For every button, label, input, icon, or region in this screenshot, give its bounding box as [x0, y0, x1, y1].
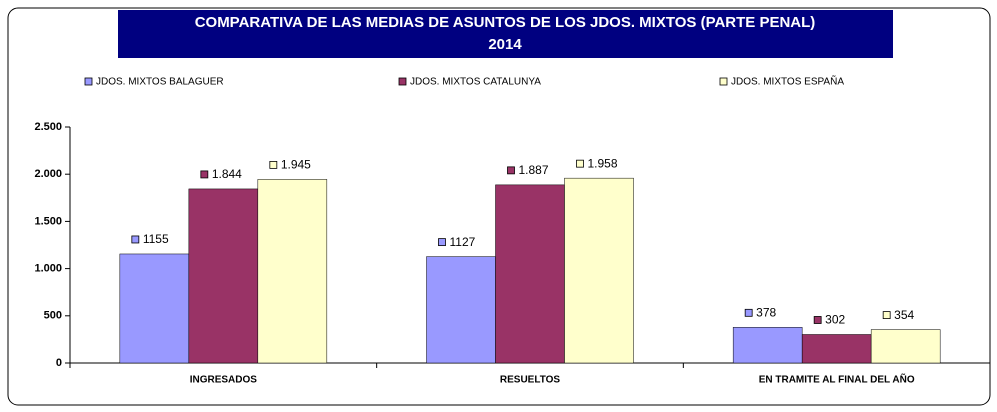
legend-swatch [719, 77, 728, 86]
data-label: 1155 [143, 232, 169, 246]
data-label-swatch [438, 238, 446, 247]
bar [426, 256, 496, 364]
y-tick-label: 500 [44, 310, 62, 322]
chart-title: COMPARATIVA DE LAS MEDIAS DE ASUNTOS DE … [195, 14, 816, 31]
data-label-swatch [744, 308, 753, 317]
bar [801, 334, 872, 364]
legend-label: JDOS. MIXTOS BALAGUER [96, 77, 224, 88]
x-tick-label: RESUELTOS [500, 375, 561, 386]
bar [732, 327, 803, 364]
legend-label: JDOS. MIXTOS ESPAÑA [731, 75, 844, 88]
data-label-swatch [813, 316, 822, 324]
bar [564, 177, 634, 364]
bar [119, 253, 190, 364]
y-tick-label: 1.000 [34, 263, 62, 275]
legend-swatch [398, 77, 407, 86]
x-tick-label: INGRESADOS [190, 375, 258, 386]
data-label: 1127 [450, 235, 476, 249]
y-tick-label: 1.500 [34, 215, 62, 227]
data-label: 1.958 [588, 156, 618, 170]
data-label-swatch [576, 159, 584, 168]
data-label: 378 [756, 305, 776, 319]
data-label: 354 [894, 308, 914, 322]
chart-subtitle: 2014 [488, 36, 522, 53]
data-label-swatch [507, 166, 515, 175]
legend-label: JDOS. MIXTOS CATALUNYA [410, 77, 541, 88]
data-label-swatch [131, 235, 140, 244]
data-label-swatch [269, 160, 278, 169]
bar [188, 188, 259, 364]
y-tick-label: 0 [56, 357, 62, 369]
data-label: 1.887 [519, 163, 549, 177]
y-tick-label: 2.500 [34, 121, 62, 133]
title-box [118, 10, 893, 58]
x-tick-label: EN TRAMITE AL FINAL DEL AÑO [759, 373, 915, 386]
legend-swatch [84, 77, 93, 86]
data-label: 302 [825, 313, 845, 327]
data-label-swatch [200, 170, 209, 179]
data-label-swatch [882, 311, 891, 319]
y-tick-label: 2.000 [34, 168, 62, 180]
bar [495, 184, 565, 364]
data-label: 1.945 [281, 158, 311, 172]
data-label: 1.844 [212, 167, 242, 181]
bar [257, 179, 328, 364]
bar [870, 329, 941, 364]
